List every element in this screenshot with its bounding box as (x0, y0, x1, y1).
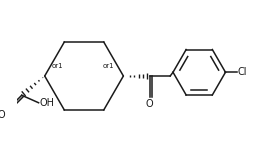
Text: or1: or1 (51, 62, 63, 69)
Text: Cl: Cl (238, 67, 247, 77)
Text: OH: OH (40, 98, 54, 108)
Text: or1: or1 (103, 62, 114, 69)
Text: O: O (0, 110, 5, 120)
Text: O: O (146, 99, 154, 109)
